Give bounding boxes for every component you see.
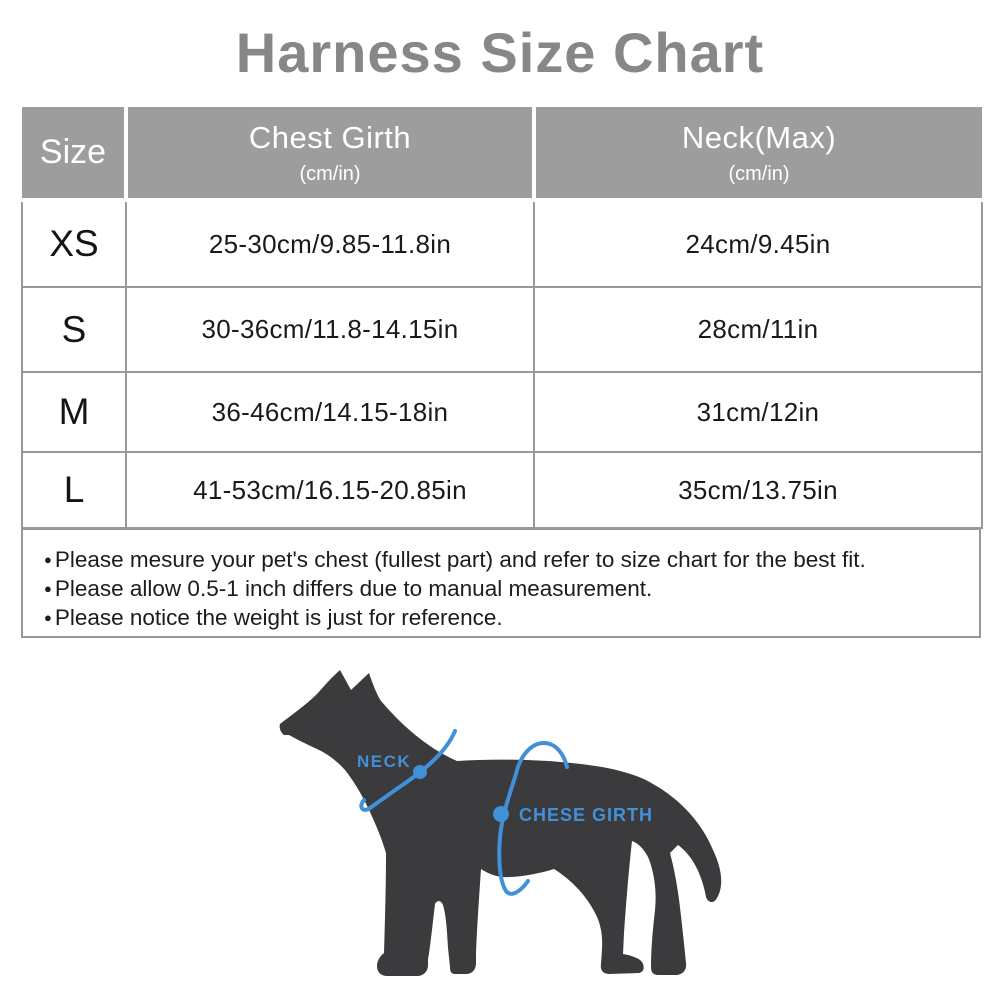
note-item: Please notice the weight is just for ref… (44, 603, 979, 632)
size-value: XS (21, 199, 127, 288)
table-row-s: S 30-36cm/11.8-14.15in 28cm/11in (21, 286, 983, 373)
neck-max-value: 35cm/13.75in (533, 451, 983, 529)
header-chest-girth-unit: (cm/in) (299, 162, 361, 185)
note-item: Please allow 0.5-1 inch differs due to m… (44, 574, 979, 603)
table-row-m: M 36-46cm/14.15-18in 31cm/12in (21, 371, 983, 453)
size-value: M (21, 371, 127, 453)
header-neck-max-unit: (cm/in) (728, 162, 790, 185)
table-row-l: L 41-53cm/16.15-20.85in 35cm/13.75in (21, 451, 983, 529)
chest-girth-value: 25-30cm/9.85-11.8in (125, 199, 535, 288)
header-size-label: Size (39, 133, 107, 171)
header-chest-girth-label: Chest Girth (248, 119, 412, 155)
note-item: Please mesure your pet's chest (fullest … (44, 545, 979, 574)
header-neck-max-label: Neck(Max) (681, 119, 837, 155)
size-value: L (21, 451, 127, 529)
dog-measurement-diagram: NECK CHESE GIRTH (279, 670, 722, 976)
chest-girth-value: 41-53cm/16.15-20.85in (125, 451, 535, 529)
table-row-xs: XS 25-30cm/9.85-11.8in 24cm/9.45in (21, 199, 983, 288)
chest-girth-value: 36-46cm/14.15-18in (125, 371, 535, 453)
size-chart-table: Size Chest Girth (cm/in) Neck(Max) (cm/i… (21, 107, 983, 529)
page-title: Harness Size Chart (235, 21, 765, 84)
neck-marker-dot (413, 765, 427, 779)
neck-max-value: 24cm/9.45in (533, 199, 983, 288)
chest-measure-arc (497, 740, 569, 896)
notes-box: Please mesure your pet's chest (fullest … (21, 528, 981, 638)
neck-measure-arc (359, 729, 457, 812)
neck-max-value: 28cm/11in (533, 286, 983, 373)
neck-max-value: 31cm/12in (533, 371, 983, 453)
notes-list: Please mesure your pet's chest (fullest … (44, 545, 979, 632)
header-chest-girth: Chest Girth (cm/in) (126, 107, 536, 202)
table-header-row: Size Chest Girth (cm/in) Neck(Max) (cm/i… (22, 107, 982, 202)
chest-girth-value: 30-36cm/11.8-14.15in (125, 286, 535, 373)
header-neck-max: Neck(Max) (cm/in) (534, 107, 982, 202)
neck-label: NECK (357, 752, 411, 771)
size-value: S (21, 286, 127, 373)
header-size: Size (22, 107, 128, 202)
chest-girth-label: CHESE GIRTH (519, 805, 653, 825)
chest-marker-dot (493, 806, 509, 822)
